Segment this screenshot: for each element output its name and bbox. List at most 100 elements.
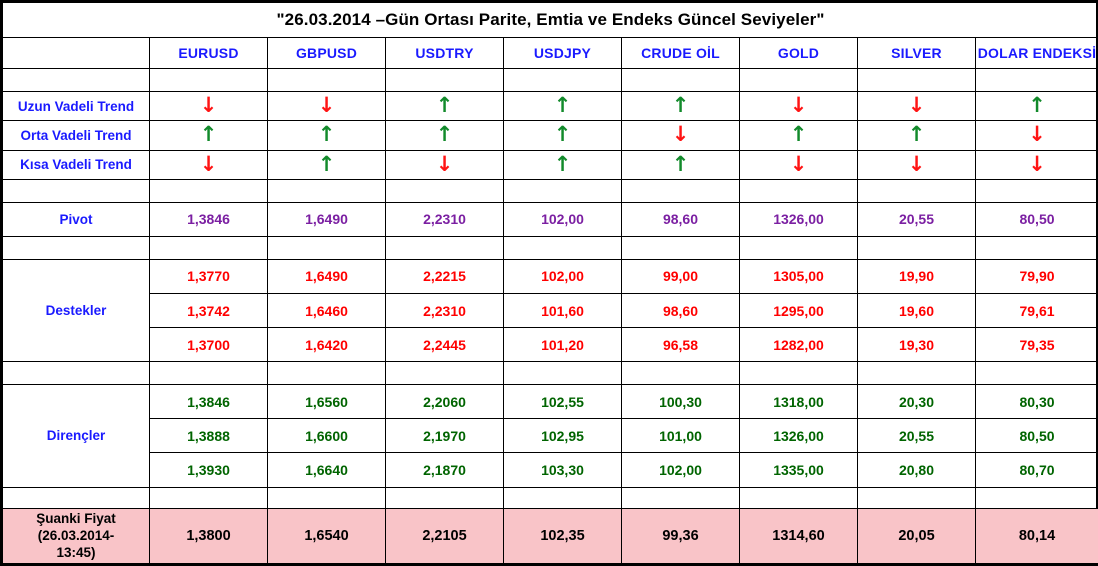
- support-value: 1,3700: [149, 327, 268, 363]
- current-price-usdjpy: 102,35: [503, 507, 622, 565]
- support-value: 79,35: [974, 327, 1098, 363]
- table-row-support-2: 1,3742 1,6460 2,2310 101,60 98,60 1295,0…: [3, 292, 1098, 329]
- current-price-gbpusd: 1,6540: [267, 507, 386, 565]
- spacer-cell: [857, 178, 976, 203]
- arrow-down-icon: ↓: [435, 151, 454, 176]
- trend-cell: ↓: [974, 149, 1098, 180]
- resistance-value: 80,50: [974, 418, 1098, 454]
- resistance-value: 2,1970: [385, 418, 504, 454]
- arrow-down-icon: ↓: [317, 93, 336, 118]
- support-value: 79,61: [974, 292, 1098, 329]
- resistance-value: 103,30: [503, 452, 622, 488]
- resistance-value: 80,70: [974, 452, 1098, 488]
- row-label-uzun-vadeli-trend: Uzun Vadeli Trend: [2, 91, 150, 122]
- current-price-eurusd: 1,3800: [149, 507, 268, 565]
- spacer-cell: [149, 486, 268, 509]
- spacer-row-1: [2, 68, 1098, 93]
- spacer-cell: [621, 486, 740, 509]
- column-header-usdjpy: USDJPY: [503, 37, 622, 70]
- trend-cell: ↑: [385, 91, 504, 122]
- arrow-down-icon: ↓: [789, 93, 808, 118]
- support-value: 2,2310: [385, 292, 504, 329]
- arrow-up-icon: ↑: [317, 151, 336, 176]
- spacer-cell: [974, 235, 1098, 260]
- arrow-up-icon: ↑: [553, 93, 572, 118]
- page-title: "26.03.2014 –Gün Ortası Parite, Emtia ve…: [1, 1, 1098, 39]
- support-value: 99,00: [621, 258, 740, 294]
- support-value: 1,3742: [149, 292, 268, 329]
- trend-cell: ↓: [385, 149, 504, 180]
- arrow-up-icon: ↑: [1028, 93, 1046, 118]
- resistance-value: 20,80: [857, 452, 976, 488]
- current-price-dolar-endeksi: 80,14: [974, 507, 1098, 565]
- arrow-down-icon: ↓: [907, 93, 926, 118]
- spacer-cell: [2, 68, 150, 93]
- spacer-cell: [2, 178, 150, 203]
- row-label-pivot: Pivot: [2, 201, 150, 237]
- spacer-cell: [621, 235, 740, 260]
- resistance-value: 100,30: [621, 384, 740, 420]
- spacer-cell: [385, 178, 504, 203]
- resistance-value: 2,2060: [385, 384, 504, 420]
- spacer-cell: [385, 68, 504, 93]
- trend-cell: ↑: [857, 120, 976, 151]
- spacer-cell: [267, 68, 386, 93]
- resistance-value: 1318,00: [739, 384, 858, 420]
- current-price-gold: 1314,60: [739, 507, 858, 565]
- arrow-down-icon: ↓: [199, 151, 218, 176]
- trend-cell: ↓: [149, 91, 268, 122]
- resistance-value: 1,6600: [267, 418, 386, 454]
- spacer-cell: [621, 361, 740, 386]
- trend-cell: ↑: [503, 149, 622, 180]
- table-row-resistance-1: Dirençler 1,3846 1,6560 2,2060 102,55 10…: [2, 384, 1098, 488]
- trend-cell: ↑: [503, 120, 622, 151]
- spacer-cell: [503, 486, 622, 509]
- row-label-kisa-vadeli-trend: Kısa Vadeli Trend: [2, 149, 150, 180]
- spacer-cell: [267, 235, 386, 260]
- support-value: 79,90: [974, 258, 1098, 294]
- column-header-usdtry: USDTRY: [385, 37, 504, 70]
- trend-cell: ↑: [739, 120, 858, 151]
- column-header-gold: GOLD: [739, 37, 858, 70]
- support-value: 102,00: [503, 258, 622, 294]
- column-header-crude-oil: CRUDE OİL: [621, 37, 740, 70]
- resistance-value: 1326,00: [739, 418, 858, 454]
- resistance-value: 102,00: [621, 452, 740, 488]
- current-label-line1: Şuanki Fiyat: [36, 510, 116, 526]
- trend-cell: ↑: [974, 91, 1098, 122]
- trend-cell: ↑: [385, 120, 504, 151]
- spacer-cell: [385, 486, 504, 509]
- pivot-value-crude-oil: 98,60: [621, 201, 740, 237]
- spacer-cell: [149, 68, 268, 93]
- trend-cell: ↓: [149, 149, 268, 180]
- spacer-cell: [149, 235, 268, 260]
- spacer-cell: [149, 361, 268, 386]
- support-value: 19,60: [857, 292, 976, 329]
- resistance-value: 1,6640: [267, 452, 386, 488]
- arrow-up-icon: ↑: [435, 93, 454, 118]
- trend-cell: ↑: [503, 91, 622, 122]
- trend-cell: ↑: [267, 149, 386, 180]
- table-row-trend-orta: Orta Vadeli Trend ↑ ↑ ↑ ↑ ↓ ↑ ↑ ↓: [2, 120, 1098, 151]
- table-row-support-1: Destekler 1,3770 1,6490 2,2215 102,00 99…: [2, 258, 1098, 363]
- spacer-cell: [739, 68, 858, 93]
- column-header-eurusd: EURUSD: [149, 37, 268, 70]
- resistance-value: 20,30: [857, 384, 976, 420]
- spacer-cell: [857, 235, 976, 260]
- trend-cell: ↑: [621, 149, 740, 180]
- support-value: 101,60: [503, 292, 622, 329]
- spacer-row-3: [2, 235, 1098, 260]
- resistance-value: 1335,00: [739, 452, 858, 488]
- support-value: 98,60: [621, 292, 740, 329]
- trend-cell: ↓: [621, 120, 740, 151]
- support-value: 1,6490: [267, 258, 386, 294]
- title-row: "26.03.2014 –Gün Ortası Parite, Emtia ve…: [1, 1, 1098, 39]
- column-header-dolar-endeksi: DOLAR ENDEKSİ: [974, 37, 1098, 70]
- spacer-row-5: [2, 486, 1098, 509]
- pivot-value-usdjpy: 102,00: [503, 201, 622, 237]
- resistance-value: 80,30: [974, 384, 1098, 420]
- spacer-cell: [267, 486, 386, 509]
- spacer-cell: [267, 178, 386, 203]
- trend-cell: ↑: [149, 120, 268, 151]
